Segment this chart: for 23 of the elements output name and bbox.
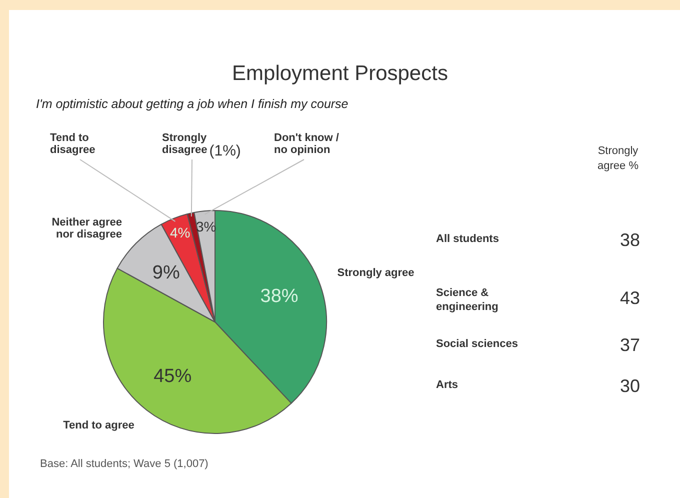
data-label: 9% [152, 262, 180, 284]
slice-label: Neither agree nor disagree [52, 216, 122, 241]
chart-title: Employment Prospects [231, 62, 449, 86]
slice-label: Tend to disagree [50, 132, 96, 156]
category-label: Social sciences [436, 337, 519, 351]
data-label: 37 [620, 335, 640, 356]
data-label: 38% [260, 286, 298, 307]
slice-label: Strongly disagree [162, 132, 208, 156]
category-label: Arts [436, 378, 460, 392]
slice-label: Don't know / no opinion [274, 132, 339, 156]
data-label: 45% [154, 366, 192, 387]
data-label: 4% [170, 224, 190, 241]
data-label: 38 [620, 230, 640, 251]
data-label: 30 [620, 376, 640, 397]
category-label: Science & engineering [436, 286, 500, 314]
data-label: 43 [620, 288, 640, 309]
text: Base: All students; Wave 5 (1,007) [40, 458, 208, 470]
chart-subtitle: I'm optimistic about getting a job when I finish my course [36, 97, 348, 111]
slice-label: Strongly agree [337, 267, 414, 280]
text: Strongly agree % [596, 144, 640, 174]
category-label: All students [436, 232, 500, 246]
slice-label: Tend to agree [63, 419, 134, 432]
data-label: (1%) [209, 142, 241, 160]
